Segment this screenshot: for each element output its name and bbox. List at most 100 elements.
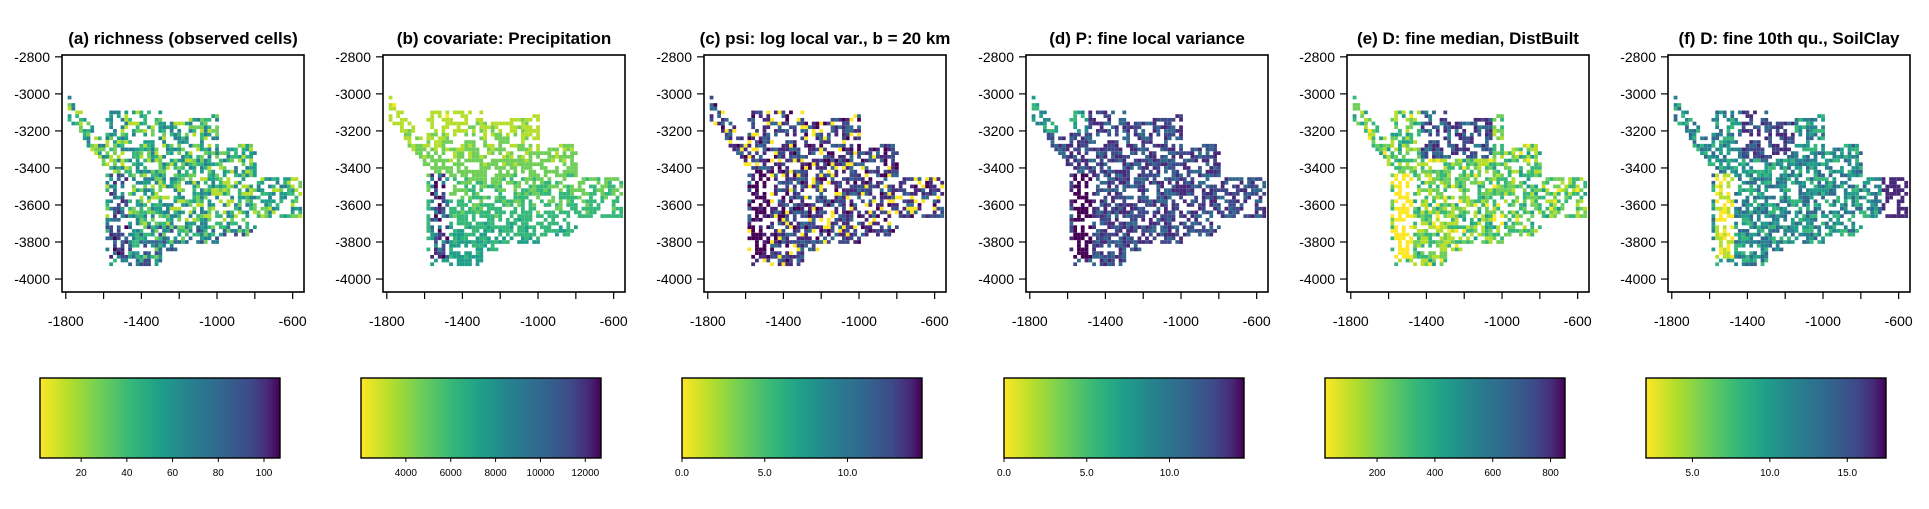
panel-e: (e) D: fine median, DistBuilt-2800-3000-… xyxy=(1299,29,1592,479)
map-cell xyxy=(1171,217,1176,222)
map-cell xyxy=(184,169,189,174)
map-cell xyxy=(1454,221,1459,226)
map-cell xyxy=(845,162,850,167)
map-cell xyxy=(773,210,778,215)
map-cell xyxy=(849,166,854,170)
map-cell xyxy=(1500,177,1504,181)
map-cell xyxy=(452,236,457,241)
y-tick-label: -3800 xyxy=(978,234,1014,250)
map-cell xyxy=(1118,177,1123,181)
map-cell xyxy=(264,206,269,211)
map-cell xyxy=(509,173,514,178)
map-cell xyxy=(1201,206,1206,211)
map-cell xyxy=(1137,188,1142,193)
map-cell xyxy=(128,254,132,259)
map-cell xyxy=(581,177,586,181)
map-cell xyxy=(1164,206,1168,211)
map-cell xyxy=(849,177,854,181)
map-cell xyxy=(1401,158,1406,163)
map-cell xyxy=(1129,247,1134,252)
map-cell xyxy=(505,217,510,222)
map-cell xyxy=(1473,154,1478,159)
map-cell xyxy=(1107,169,1112,174)
map-cell xyxy=(135,236,140,241)
map-cell xyxy=(876,154,880,159)
map-cell xyxy=(1492,151,1497,155)
map-cell xyxy=(842,158,846,163)
map-cell xyxy=(777,158,782,163)
map-cell xyxy=(1515,184,1520,189)
map-cell xyxy=(131,243,136,248)
map-cell xyxy=(758,166,763,170)
map-cell xyxy=(1466,188,1470,193)
map-cell xyxy=(460,210,465,215)
map-cell xyxy=(162,184,166,189)
map-cell xyxy=(1061,154,1066,159)
map-cell xyxy=(241,173,246,178)
map-cell xyxy=(781,154,786,159)
map-cell xyxy=(1114,240,1119,244)
map-cell xyxy=(1073,154,1078,159)
map-cell xyxy=(777,243,782,248)
map-cell xyxy=(79,125,83,130)
map-cell xyxy=(1492,147,1497,152)
map-cell xyxy=(1492,236,1497,241)
map-cell xyxy=(449,121,453,126)
map-cell xyxy=(120,125,125,130)
map-cell xyxy=(1420,258,1425,263)
map-cell xyxy=(162,162,166,167)
map-cell xyxy=(1424,114,1429,118)
map-cell xyxy=(1099,243,1104,248)
map-cell xyxy=(181,240,185,244)
y-tick-label: -3000 xyxy=(14,86,50,102)
map-cell xyxy=(196,225,201,230)
map-cell xyxy=(94,151,98,155)
map-cell xyxy=(1092,240,1096,244)
map-cell xyxy=(528,206,533,211)
map-cell xyxy=(887,199,892,204)
map-cell xyxy=(215,188,219,193)
map-cell xyxy=(532,129,537,133)
map-cell xyxy=(260,177,265,181)
map-cell xyxy=(1439,121,1444,126)
map-cell xyxy=(1069,184,1074,189)
map-cell xyxy=(838,195,843,200)
map-cell xyxy=(200,214,204,218)
map-cell xyxy=(475,243,480,248)
map-cell xyxy=(1160,217,1165,222)
map-cell xyxy=(1118,203,1123,207)
map-cell xyxy=(1077,184,1081,189)
map-cell xyxy=(860,221,865,226)
map-cell xyxy=(532,229,537,233)
map-cell xyxy=(521,166,525,170)
map-cell xyxy=(1209,147,1214,152)
map-cell xyxy=(1182,214,1187,218)
map-cell xyxy=(169,217,174,222)
map-cell xyxy=(1443,173,1448,178)
map-cell xyxy=(513,195,518,200)
map-cell xyxy=(128,166,132,170)
map-cell xyxy=(1409,158,1414,163)
map-cell xyxy=(192,184,197,189)
map-cell xyxy=(1126,129,1130,133)
map-cell xyxy=(1420,166,1425,170)
map-cell xyxy=(460,114,465,118)
map-cell xyxy=(1114,210,1119,215)
map-cell xyxy=(1503,180,1508,185)
map-cell xyxy=(800,225,805,230)
map-cell xyxy=(456,243,461,248)
map-cell xyxy=(490,158,495,163)
map-cell xyxy=(838,162,843,167)
map-cell xyxy=(1401,143,1406,148)
map-cell xyxy=(1186,188,1191,193)
map-cell xyxy=(460,147,465,152)
map-cell xyxy=(1073,117,1078,122)
map-cell xyxy=(1171,232,1176,237)
map-cell xyxy=(158,136,163,141)
map-cell xyxy=(252,206,257,211)
map-cell xyxy=(116,229,121,233)
map-cell xyxy=(830,125,835,130)
map-cell xyxy=(460,151,465,155)
map-cell xyxy=(1179,132,1183,137)
map-cell xyxy=(150,229,155,233)
